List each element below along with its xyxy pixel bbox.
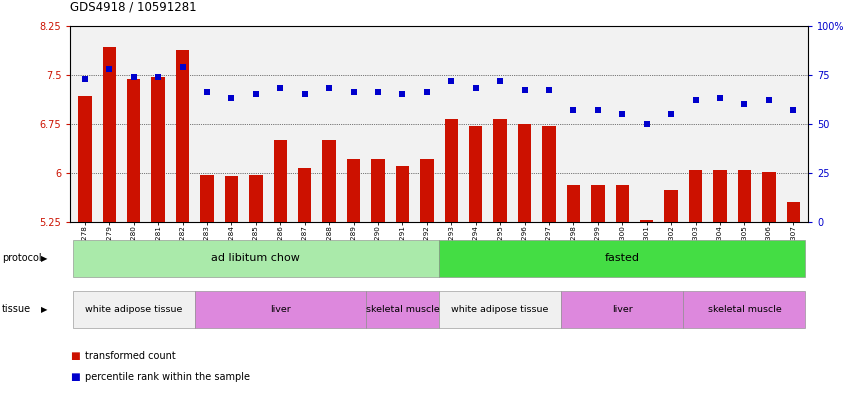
Bar xyxy=(787,202,800,222)
Point xyxy=(713,95,727,101)
Point xyxy=(127,73,140,80)
Text: skeletal muscle: skeletal muscle xyxy=(365,305,439,314)
Point xyxy=(469,85,482,92)
Bar xyxy=(493,119,507,222)
Point xyxy=(689,97,702,103)
Text: ▶: ▶ xyxy=(41,305,47,314)
Point xyxy=(542,87,556,94)
Text: protocol: protocol xyxy=(2,253,41,263)
Point xyxy=(322,85,336,92)
Text: liver: liver xyxy=(612,305,633,314)
Text: liver: liver xyxy=(270,305,291,314)
Text: white adipose tissue: white adipose tissue xyxy=(452,305,549,314)
Bar xyxy=(371,158,385,222)
Point xyxy=(102,66,116,72)
Point xyxy=(347,89,360,95)
Text: skeletal muscle: skeletal muscle xyxy=(707,305,782,314)
Bar xyxy=(78,95,91,222)
Point xyxy=(493,77,507,84)
Bar xyxy=(542,126,556,222)
Bar xyxy=(347,158,360,222)
Point xyxy=(787,107,800,113)
Point xyxy=(762,97,776,103)
Point xyxy=(591,107,605,113)
Point xyxy=(444,77,458,84)
Point xyxy=(151,73,165,80)
Point xyxy=(176,64,190,70)
Point xyxy=(738,101,751,107)
Bar xyxy=(201,175,214,222)
Point xyxy=(225,95,239,101)
Text: transformed count: transformed count xyxy=(85,351,175,361)
Bar xyxy=(469,126,482,222)
Bar xyxy=(567,185,580,222)
Point xyxy=(616,111,629,117)
Bar xyxy=(273,140,287,222)
Point xyxy=(249,91,262,97)
Bar xyxy=(591,185,605,222)
Point xyxy=(420,89,434,95)
Point xyxy=(273,85,287,92)
Point xyxy=(78,75,91,82)
Point xyxy=(518,87,531,94)
Bar xyxy=(102,47,116,222)
Text: ad libitum chow: ad libitum chow xyxy=(212,253,300,263)
Bar xyxy=(713,170,727,222)
Text: ■: ■ xyxy=(70,351,80,361)
Bar xyxy=(689,170,702,222)
Point xyxy=(298,91,311,97)
Bar xyxy=(298,168,311,222)
Point xyxy=(396,91,409,97)
Bar xyxy=(176,50,190,222)
Bar xyxy=(151,77,165,222)
Text: tissue: tissue xyxy=(2,305,30,314)
Bar xyxy=(250,175,262,222)
Bar xyxy=(616,185,629,222)
Point xyxy=(664,111,678,117)
Bar xyxy=(762,172,776,222)
Bar xyxy=(225,176,239,222)
Bar xyxy=(518,124,531,222)
Point xyxy=(567,107,580,113)
Bar xyxy=(640,220,653,222)
Text: percentile rank within the sample: percentile rank within the sample xyxy=(85,372,250,382)
Bar xyxy=(420,158,434,222)
Point xyxy=(371,89,385,95)
Bar xyxy=(738,170,751,222)
Bar xyxy=(444,119,458,222)
Text: GDS4918 / 10591281: GDS4918 / 10591281 xyxy=(70,1,197,14)
Point xyxy=(201,89,214,95)
Text: ■: ■ xyxy=(70,372,80,382)
Bar xyxy=(664,190,678,222)
Text: ▶: ▶ xyxy=(41,254,47,263)
Bar xyxy=(322,140,336,222)
Bar xyxy=(396,166,409,222)
Text: fasted: fasted xyxy=(605,253,640,263)
Text: white adipose tissue: white adipose tissue xyxy=(85,305,183,314)
Point xyxy=(640,121,653,127)
Bar xyxy=(127,79,140,222)
